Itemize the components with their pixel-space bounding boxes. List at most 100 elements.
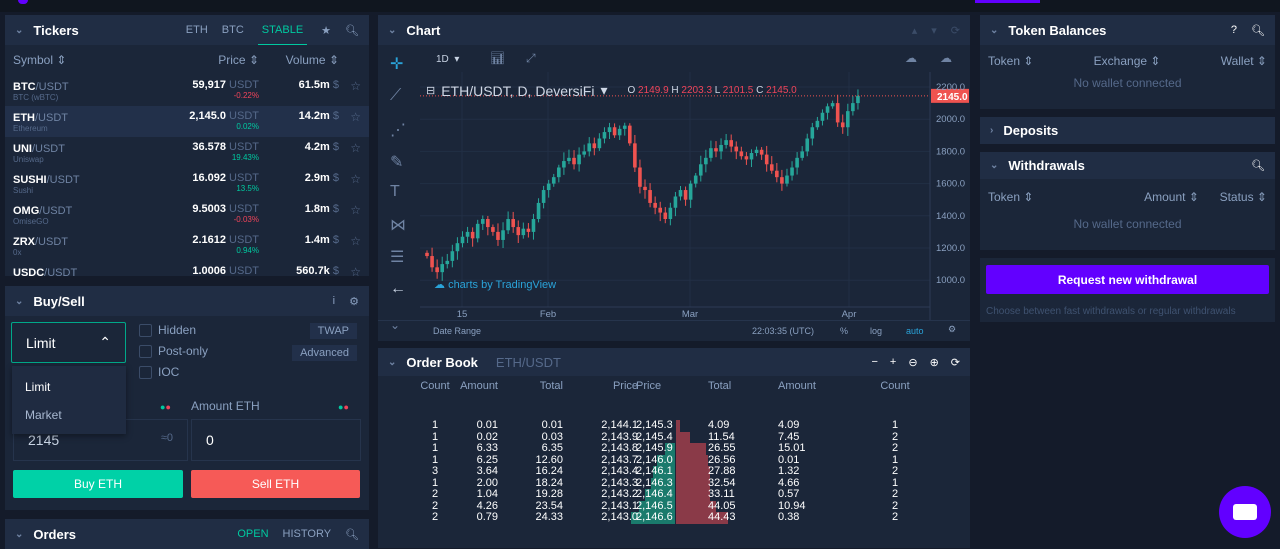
twap-button[interactable]: TWAP [309,323,357,339]
cloud-download-icon[interactable]: ☁ [905,51,917,65]
fib-icon[interactable]: ⋰ [390,122,406,139]
option-limit[interactable]: Limit [25,380,51,394]
percent-toggle[interactable]: % [840,326,849,336]
sell-button[interactable]: Sell ETH [191,470,360,498]
panel-title[interactable]: Deposits [1003,123,1059,138]
trend-line-icon[interactable]: ⟋ [390,87,402,104]
ask-depth-bar [676,489,710,501]
buy-button[interactable]: Buy ETH [13,470,183,498]
auto-toggle[interactable]: auto [906,326,924,336]
tab-stable[interactable]: STABLE [257,16,308,45]
star-outline-icon[interactable]: ☆ [350,265,361,276]
ioc-checkbox[interactable]: IOC [139,365,179,379]
ticker-row[interactable]: OMG/USDT OmiseGO 9.5003 USDT -0.03% 1.8m $… [13,203,361,226]
orderbook-row[interactable]: 1 0.01 0.01 2,144.1 2,145.3 4.09 4.09 1 [431,419,899,432]
zoom-out-icon[interactable]: ⊖ [908,356,918,369]
chevron-right-icon[interactable]: › [990,125,994,136]
orderbook-row[interactable]: 2 1.04 19.28 2,143.2 2,146.4 33.11 0.57 2 [431,488,899,501]
chart-symbol[interactable]: ETH/USDT, D, DeversiFi [441,82,595,99]
info-icon[interactable]: i [332,295,336,307]
col-price[interactable]: Price ⇕ [218,53,259,67]
star-outline-icon[interactable]: ☆ [350,234,361,248]
ticker-row[interactable]: SUSHI/USDT Sushi 16.092 USDT 13.5% 2.9m $ … [13,172,361,195]
tab-eth[interactable]: ETH [185,24,208,36]
col-status[interactable]: Status ⇕ [1219,190,1267,204]
star-outline-icon[interactable]: ☆ [350,172,361,186]
tradingview-watermark[interactable]: ☁ charts by TradingView [434,279,557,291]
candle [521,228,526,236]
orderbook-row[interactable]: 1 2.00 18.24 2,143.3 2,146.3 32.54 4.66 1 [431,476,899,489]
collapse-icon[interactable]: ⊟ [426,85,436,97]
orderbook-row[interactable]: 2 0.79 24.33 2,143.0 2,146.6 44.43 0.38 2 [431,511,899,524]
ticker-row[interactable]: ZRX/USDT 0x 2.1612 USDT 0.94% 1.4m $ ☆ [13,234,361,257]
col-exchange[interactable]: Exchange ⇕ [1093,54,1161,68]
col-volume[interactable]: Volume ⇕ [285,53,339,67]
star-outline-icon[interactable]: ☆ [350,203,361,217]
col-symbol[interactable]: Symbol ⇕ [13,53,67,67]
gear-icon[interactable]: ⚙ [948,324,957,334]
indicators-icon[interactable]: 📊︎ [490,51,506,65]
star-outline-icon[interactable]: ☆ [350,141,361,155]
orderbook-row[interactable]: 1 0.02 0.03 2,143.9 2,145.4 11.54 7.45 2 [431,430,899,443]
star-outline-icon[interactable]: ☆ [350,110,361,124]
brush-icon[interactable]: ✎ [390,154,404,171]
advanced-button[interactable]: Advanced [292,345,357,361]
chevron-down-icon[interactable]: ⌄ [15,295,24,307]
chevron-down-icon[interactable]: ⌄ [15,24,24,36]
chevron-down-icon[interactable]: ⌄ [390,318,401,332]
chevron-down-icon[interactable]: ⌄ [15,528,24,540]
chevron-up-icon: ⌃ [99,334,111,350]
chevron-down-icon[interactable]: ⌄ [388,24,397,36]
ticker-row[interactable]: ETH/USDT Ethereum 2,145.0 USDT 0.02% 14.2m… [5,106,369,137]
col-token[interactable]: Token ⇕ [988,54,1034,68]
hidden-checkbox[interactable]: Hidden [139,323,196,337]
search-icon[interactable]: 🔍︎ [345,528,359,541]
col-wallet[interactable]: Wallet ⇕ [1220,54,1267,68]
tab-btc[interactable]: BTC [221,24,244,36]
text-icon[interactable]: T [390,183,400,200]
refresh-icon[interactable]: ⟳ [950,356,960,369]
ticker-row[interactable]: UNI/USDT Uniswap 36.578 USDT 19.43% 4.2m $… [13,141,361,164]
orderbook-row[interactable]: 3 3.64 16.24 2,143.4 2,146.1 27.88 1.32 2 [431,465,899,478]
price-dots: ●● [160,402,171,412]
orderbook-row[interactable]: 2 4.26 23.54 2,143.1 2,146.5 44.05 10.94 2 [431,499,899,512]
chevron-down-icon[interactable]: ⌄ [990,160,999,171]
cloud-upload-icon[interactable]: ☁ [940,51,952,65]
interval-select[interactable]: 1D ▾ [436,54,460,65]
request-withdrawal-button[interactable]: Request new withdrawal [986,265,1269,294]
option-market[interactable]: Market [25,408,62,422]
search-icon[interactable]: 🔍︎ [1251,24,1265,37]
date-range-button[interactable]: Date Range [433,326,482,336]
zoom-in-icon[interactable]: ⊕ [929,356,939,369]
log-toggle[interactable]: log [870,326,883,336]
col-amount[interactable]: Amount ⇕ [1144,190,1199,204]
ticker-row[interactable]: USDC/USDT 1.0006 USDT 560.7k $ ☆ [5,261,369,276]
tab-history[interactable]: HISTORY [282,528,332,540]
star-outline-icon[interactable]: ☆ [350,79,361,93]
orderbook-row[interactable]: 1 6.25 12.60 2,143.7 2,146.0 26.56 0.01 1 [431,453,899,466]
postonly-checkbox[interactable]: Post-only [139,344,208,358]
minus-icon[interactable]: − [871,356,878,368]
tab-open[interactable]: OPEN [237,528,269,540]
col-token[interactable]: Token ⇕ [988,190,1034,204]
chevron-down-icon[interactable]: ⌄ [388,356,397,368]
measure-icon[interactable]: ☰ [390,249,405,266]
plus-icon[interactable]: + [889,356,897,368]
orderbook-row[interactable]: 1 6.33 6.35 2,143.8 2,145.9 26.55 15.01 2 [431,442,899,455]
ticker-row[interactable]: BTC/USDT BTC (wBTC) 59,917 USDT -0.22% 61.… [13,79,361,102]
search-icon[interactable]: 🔍︎ [1251,160,1265,172]
help-icon[interactable]: ? [1230,24,1238,36]
order-type-select[interactable]: Limit ⌃ [11,322,126,363]
star-icon[interactable]: ★ [321,24,332,37]
fullscreen-icon[interactable]: ⤢ [526,51,536,65]
chevron-down-icon[interactable]: ⌄ [990,24,999,36]
refresh-icon[interactable]: ⟳ [950,24,960,37]
crosshair-icon[interactable]: ✛ [390,56,404,73]
chat-button[interactable] [1219,486,1271,538]
amount-input[interactable]: 0 [191,419,361,461]
gear-icon[interactable]: ⚙ [349,295,359,308]
search-icon[interactable]: 🔍︎ [345,24,359,37]
pattern-icon[interactable]: ⋈ [390,217,406,234]
arrow-left-icon[interactable]: ← [390,280,406,297]
